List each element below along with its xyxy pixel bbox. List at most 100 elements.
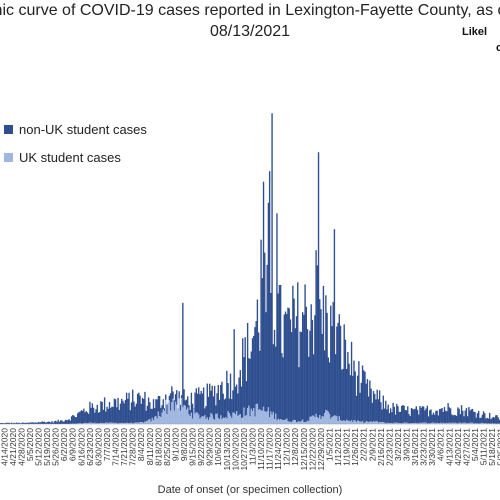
bar-non-uk — [56, 421, 58, 424]
bar-non-uk — [421, 406, 424, 423]
bar-non-uk — [481, 414, 484, 423]
bar-uk — [468, 423, 470, 424]
bar-non-uk — [279, 284, 282, 420]
bar-non-uk — [173, 400, 175, 411]
bar-uk — [453, 423, 455, 424]
x-tick-label: 12/1/2020 — [282, 428, 292, 466]
bar-non-uk — [234, 386, 237, 415]
bar-uk — [179, 410, 182, 424]
bar-uk — [485, 423, 487, 424]
bar-non-uk — [152, 399, 155, 421]
x-tick-label: 4/21/2020 — [8, 428, 18, 466]
bar-non-uk — [366, 379, 369, 422]
bar-non-uk — [364, 371, 366, 423]
bar-uk — [283, 420, 285, 424]
bar-uk — [316, 417, 318, 424]
bar-non-uk — [66, 420, 68, 424]
bar-uk — [394, 422, 397, 424]
bar-uk — [260, 410, 262, 424]
bar-non-uk — [437, 415, 440, 424]
bar-uk — [326, 410, 328, 424]
x-tick-label: 10/13/2020 — [222, 428, 232, 471]
bar-uk — [408, 423, 410, 424]
bar-uk — [134, 422, 136, 424]
bar-non-uk — [276, 213, 278, 421]
bar-non-uk — [462, 410, 464, 423]
bar-non-uk — [99, 412, 101, 424]
bar-uk — [360, 421, 363, 424]
bar-non-uk — [272, 344, 274, 412]
x-tick-label: 12/22/2020 — [307, 428, 317, 471]
bar-non-uk — [413, 409, 415, 424]
bar-non-uk — [73, 415, 75, 424]
bar-non-uk — [232, 390, 234, 413]
bar-uk — [169, 410, 172, 424]
bar-uk — [113, 422, 116, 424]
bar-uk — [244, 415, 246, 424]
bar-non-uk — [47, 421, 50, 424]
bar-uk — [254, 416, 256, 424]
bar-non-uk — [30, 422, 32, 424]
bar-uk — [147, 419, 150, 424]
bar-uk — [273, 419, 276, 424]
bar-non-uk — [228, 398, 230, 413]
bar-uk — [188, 414, 190, 424]
bar-uk — [212, 418, 215, 424]
bar-uk — [409, 423, 411, 424]
x-tick-label: 2/2/2021 — [359, 428, 369, 461]
bar-uk — [339, 420, 342, 424]
bar-non-uk — [400, 405, 403, 424]
bar-non-uk — [143, 398, 145, 423]
bar-uk — [410, 423, 413, 424]
bar-uk — [101, 423, 103, 424]
bar-uk — [121, 422, 123, 424]
bar-uk — [321, 416, 323, 424]
bar-uk — [425, 422, 427, 424]
bar-non-uk — [183, 389, 185, 405]
bar-uk — [481, 422, 484, 424]
bar-non-uk — [248, 358, 250, 406]
bar-non-uk — [323, 350, 326, 414]
bar-uk — [343, 420, 345, 424]
bar-non-uk — [233, 329, 235, 413]
bar-non-uk — [365, 383, 367, 422]
x-axis-label: Date of onset (or specimen collection) — [157, 484, 343, 496]
bar-non-uk — [492, 416, 495, 424]
bar-uk — [295, 422, 298, 424]
bar-uk — [447, 423, 449, 424]
bar-non-uk — [264, 252, 266, 412]
bar-uk — [403, 422, 405, 424]
bar-uk — [345, 419, 348, 424]
bar-uk — [255, 404, 257, 424]
bar-non-uk — [482, 411, 485, 424]
bar-non-uk — [133, 401, 135, 424]
bar-uk — [265, 412, 267, 424]
bar-non-uk — [333, 229, 336, 416]
bar-non-uk — [79, 411, 81, 424]
x-tick-label: 9/1/2020 — [170, 428, 180, 461]
bar-uk — [354, 420, 356, 424]
bar-non-uk — [464, 410, 466, 423]
bar-uk — [288, 421, 290, 424]
bar-non-uk — [157, 395, 160, 412]
bar-uk — [466, 423, 469, 424]
bar-non-uk — [251, 338, 254, 412]
bar-uk — [464, 422, 466, 424]
x-tick-label: 10/20/2020 — [230, 428, 240, 471]
x-tick-label: 4/14/2020 — [0, 428, 9, 466]
bar-non-uk — [227, 383, 229, 412]
bar-uk — [209, 417, 211, 424]
bar-uk — [416, 422, 419, 424]
legend-label-non-uk: non-UK student cases — [19, 122, 147, 137]
bar-non-uk — [9, 423, 12, 424]
bar-uk — [160, 416, 162, 424]
bar-uk — [474, 423, 476, 424]
bar-non-uk — [23, 422, 25, 424]
bar-uk — [221, 419, 223, 424]
bar-non-uk — [455, 415, 458, 424]
bar-uk — [463, 422, 465, 424]
bar-non-uk — [256, 299, 259, 404]
bar-uk — [200, 417, 202, 424]
bar-uk — [266, 411, 268, 424]
chart-title: mic curve of COVID-19 cases reported in … — [0, 0, 500, 42]
